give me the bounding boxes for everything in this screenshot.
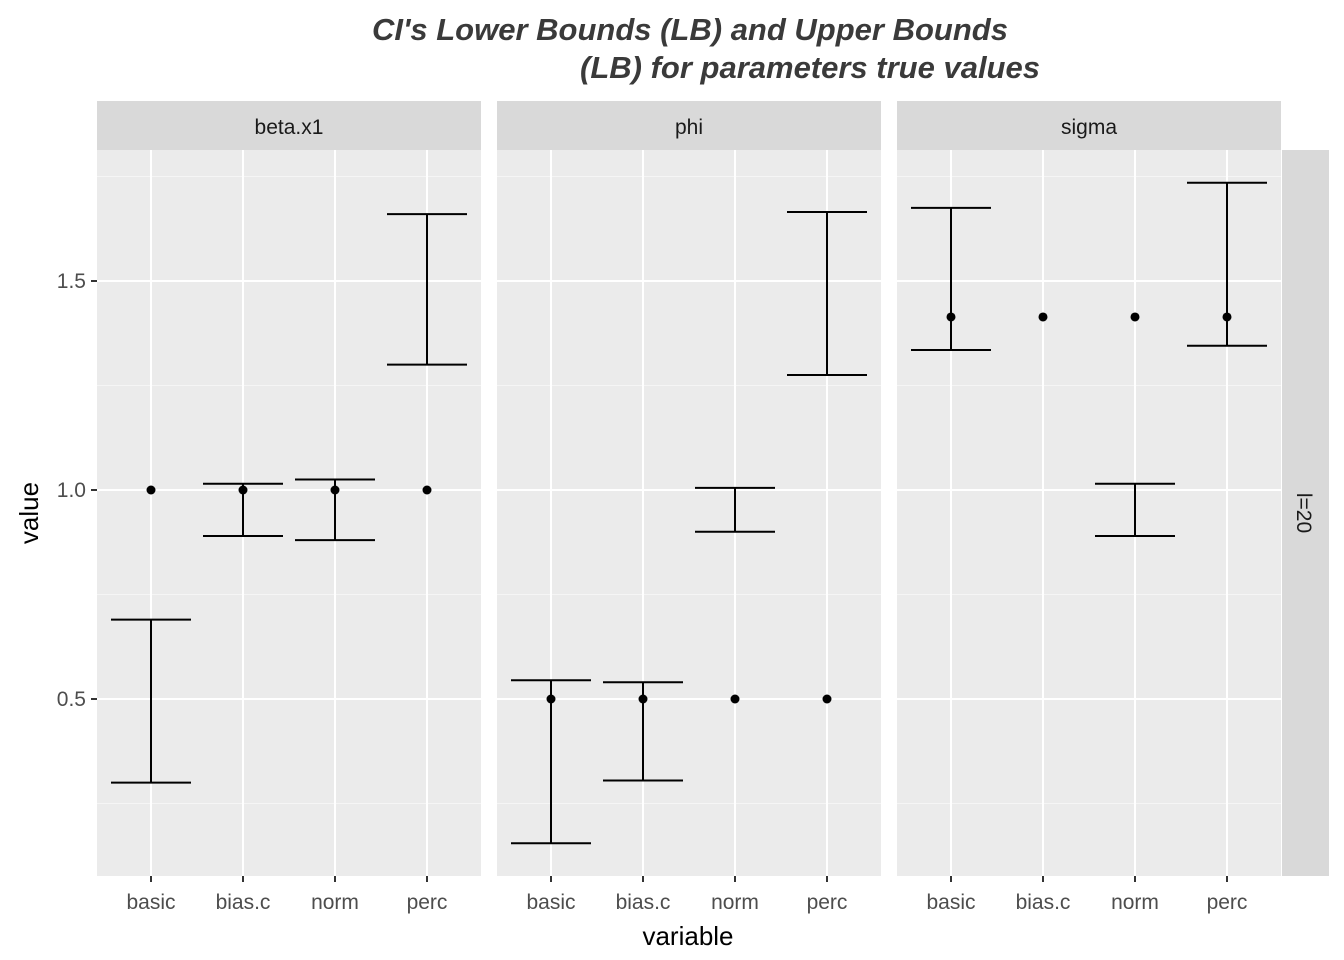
x-tick-label: perc bbox=[807, 891, 848, 914]
true-value-point-perc bbox=[822, 694, 832, 704]
errorbar-basic bbox=[511, 679, 591, 845]
x-tick-label: basic bbox=[926, 891, 975, 914]
true-value-point-basic bbox=[946, 312, 956, 322]
x-tick-label: norm bbox=[711, 891, 759, 914]
x-axis-title: variable bbox=[642, 921, 733, 951]
x-tick-label: perc bbox=[1207, 891, 1248, 914]
x-tick-label: norm bbox=[311, 891, 359, 914]
errorbar-basic bbox=[111, 618, 191, 784]
true-value-point-bias.c bbox=[1038, 312, 1048, 322]
panel-sigma: sigma basic bias.c norm perc bbox=[897, 101, 1281, 914]
plot-area: beta.x1 basic bias.c norm perc phi basic bias.c… bbox=[57, 101, 1281, 914]
y-tick-label: 1.0 bbox=[57, 479, 86, 502]
errorbar-perc bbox=[387, 213, 467, 366]
x-tick-label: perc bbox=[407, 891, 448, 914]
x-tick-label: basic bbox=[126, 891, 175, 914]
chart-title-line1: CI's Lower Bounds (LB) and Upper Bounds bbox=[372, 12, 1008, 47]
panel-background bbox=[97, 150, 481, 876]
chart-title-line2: (LB) for parameters true values bbox=[580, 50, 1040, 85]
true-value-point-basic bbox=[146, 485, 156, 495]
strip-background bbox=[97, 101, 481, 150]
x-tick-label: bias.c bbox=[616, 891, 671, 914]
strip-label: beta.x1 bbox=[255, 116, 324, 139]
panel-beta.x1: beta.x1 basic bias.c norm perc bbox=[97, 101, 481, 914]
errorbar-perc bbox=[787, 211, 867, 377]
row-strip-background bbox=[1282, 150, 1329, 876]
y-axis: 0.5 1.0 1.5 bbox=[57, 270, 97, 711]
strip-label: sigma bbox=[1061, 116, 1117, 139]
errorbar-basic bbox=[911, 206, 991, 351]
strip-background bbox=[897, 101, 1281, 150]
y-tick-label: 1.5 bbox=[57, 270, 86, 293]
row-strip: l=20 bbox=[1282, 150, 1329, 876]
panel-background bbox=[897, 150, 1281, 876]
true-value-point-basic bbox=[546, 694, 556, 704]
strip-label: phi bbox=[675, 116, 703, 139]
true-value-point-bias.c bbox=[238, 485, 248, 495]
true-value-point-norm bbox=[1130, 312, 1140, 322]
true-value-point-bias.c bbox=[638, 694, 648, 704]
x-tick-label: bias.c bbox=[1016, 891, 1071, 914]
panel-phi: phi basic bias.c norm perc bbox=[497, 101, 881, 914]
chart-title: CI's Lower Bounds (LB) and Upper Bounds … bbox=[372, 12, 1040, 85]
panel-background bbox=[497, 150, 881, 876]
true-value-point-perc bbox=[1222, 312, 1232, 322]
x-tick-label: bias.c bbox=[216, 891, 271, 914]
strip-background bbox=[497, 101, 881, 150]
true-value-point-norm bbox=[330, 485, 340, 495]
errorbar-norm bbox=[695, 486, 775, 533]
row-strip-label: l=20 bbox=[1292, 493, 1315, 533]
x-tick-label: norm bbox=[1111, 891, 1159, 914]
true-value-point-perc bbox=[422, 485, 432, 495]
y-axis-title: value bbox=[14, 482, 44, 544]
x-tick-label: basic bbox=[526, 891, 575, 914]
true-value-point-norm bbox=[730, 694, 740, 704]
y-tick-label: 0.5 bbox=[57, 688, 86, 711]
errorbar-norm bbox=[1095, 482, 1175, 537]
